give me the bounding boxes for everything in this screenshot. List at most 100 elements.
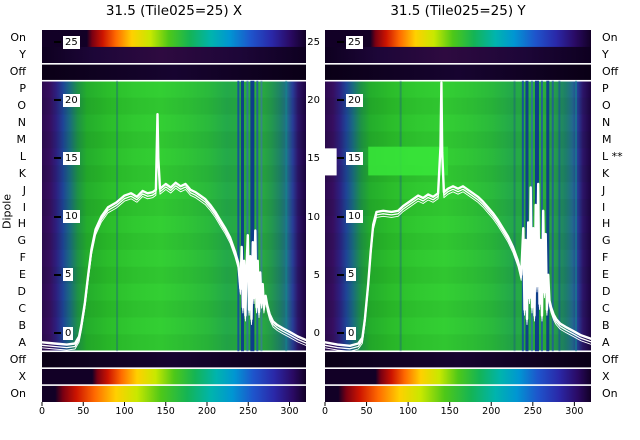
inner-ytick-label: 10 (54, 210, 80, 224)
mid-ytick-label: 15 (307, 153, 320, 165)
tick-dash (54, 41, 61, 43)
dipole-label-left: Off (9, 352, 26, 366)
dipole-label-right: Off (602, 352, 619, 366)
tick-dash (54, 157, 61, 160)
inner-ytick-label: 15 (337, 151, 363, 165)
tick-dash (54, 332, 61, 334)
dipole-label-right: X (602, 369, 610, 383)
xtick-label: 150 (156, 406, 175, 417)
xtick-label: 50 (77, 406, 90, 417)
panel-title-y: 31.5 (Tile025=25) Y (390, 3, 526, 19)
dipole-label-left: P (19, 82, 26, 96)
dipole-label-right: Off (602, 65, 619, 79)
mid-ytick-label: 20 (307, 95, 320, 107)
tick-dash (337, 99, 344, 102)
xtick-label: 250 (523, 406, 542, 417)
dipole-label-right: On (602, 386, 618, 400)
heatmap-panel-y (325, 30, 591, 402)
tick-number: 25 (63, 35, 80, 49)
inner-ytick-label: 15 (54, 151, 80, 165)
inner-ytick-label: 0 (54, 326, 74, 340)
dipole-label-left: D (17, 285, 26, 299)
xtick-label: 0 (38, 406, 46, 417)
dipole-label-left: Y (19, 48, 26, 62)
dipole-label-right: N (602, 116, 611, 129)
dipole-label-right: K (602, 166, 610, 180)
spectrum-curve-y (325, 87, 591, 352)
xtick-label: 300 (565, 406, 584, 417)
tick-dash (54, 215, 61, 218)
dipole-label-left: On (10, 31, 26, 45)
dipole-label-right: L ** (602, 149, 623, 163)
dipole-label-left: On (10, 386, 26, 400)
tick-dash (54, 99, 61, 102)
dipole-label-right: F (602, 251, 609, 265)
tick-number: 20 (346, 93, 363, 107)
inner-ytick-label: 0 (337, 326, 357, 340)
tick-number: 0 (346, 326, 357, 340)
dipole-label-left: G (17, 234, 26, 248)
dipole-label-right: C (602, 302, 610, 315)
panel-title-x: 31.5 (Tile025=25) X (105, 3, 243, 19)
xtick-label: 250 (239, 406, 258, 417)
tick-dash (337, 215, 344, 218)
mid-ytick-label: 5 (313, 269, 320, 281)
tick-number: 0 (63, 326, 74, 340)
dipole-label-right: On (602, 31, 618, 45)
dipole-label-left: I (22, 200, 26, 214)
dipole-label-left: K (18, 166, 26, 180)
dipole-label-right: G (602, 234, 611, 248)
xtick-label: 100 (399, 406, 418, 417)
xtick-label: 100 (115, 406, 134, 417)
dipole-label-left: B (18, 318, 26, 332)
dipole-label-right: I (602, 200, 606, 214)
xtick-label: 200 (482, 406, 501, 417)
dipole-label-left: L (19, 149, 26, 163)
tick-number: 20 (63, 93, 80, 107)
inner-ytick-label: 20 (54, 93, 80, 107)
dipole-label-left: M (16, 132, 27, 146)
xtick-label: 50 (360, 406, 373, 417)
mid-ytick-label: 0 (313, 328, 320, 339)
inner-ytick-label: 5 (337, 268, 357, 282)
tick-dash (337, 157, 344, 160)
mid-ytick-label: 25 (307, 37, 320, 48)
tick-number: 25 (346, 35, 363, 49)
dipole-label-right: P (602, 82, 609, 96)
inner-ytick-label: 5 (54, 268, 74, 282)
tick-number: 5 (63, 268, 74, 282)
xtick-label: 200 (197, 406, 217, 417)
dipole-label-right: E (602, 268, 609, 282)
dipole-label-left: E (19, 268, 26, 282)
mid-ytick-label: 10 (307, 211, 320, 223)
dipole-label-right: D (602, 285, 611, 299)
tick-dash (337, 273, 344, 276)
dipole-label-left: J (22, 183, 26, 197)
xtick-label: 150 (440, 406, 459, 417)
inner-ytick-label: 20 (337, 93, 363, 107)
dipole-label-left: A (18, 335, 26, 349)
inner-ytick-label: 25 (54, 35, 80, 49)
dipole-label-right: O (602, 99, 611, 113)
dipole-label-left: C (18, 302, 26, 315)
spectrum-curve-x (42, 119, 306, 351)
tick-number: 10 (346, 210, 363, 224)
tick-dash (54, 273, 61, 276)
tick-number: 5 (346, 268, 357, 282)
inner-ytick-label: 25 (337, 35, 363, 49)
tick-number: 15 (63, 151, 80, 165)
tick-number: 15 (346, 151, 363, 165)
dipole-label-left: Off (9, 65, 26, 79)
dipole-label-left: O (17, 99, 26, 113)
dipole-label-right: H (602, 217, 611, 231)
dipole-label-left: H (17, 217, 26, 231)
dipole-label-left: N (17, 116, 26, 129)
dipole-label-left: X (18, 369, 26, 383)
dipole-label-left: F (19, 251, 26, 265)
inner-ytick-label: 10 (337, 210, 363, 224)
dipole-label-right: Y (602, 48, 609, 62)
dipole-label-right: M (602, 132, 612, 146)
dipole-label-right: A (602, 335, 610, 349)
